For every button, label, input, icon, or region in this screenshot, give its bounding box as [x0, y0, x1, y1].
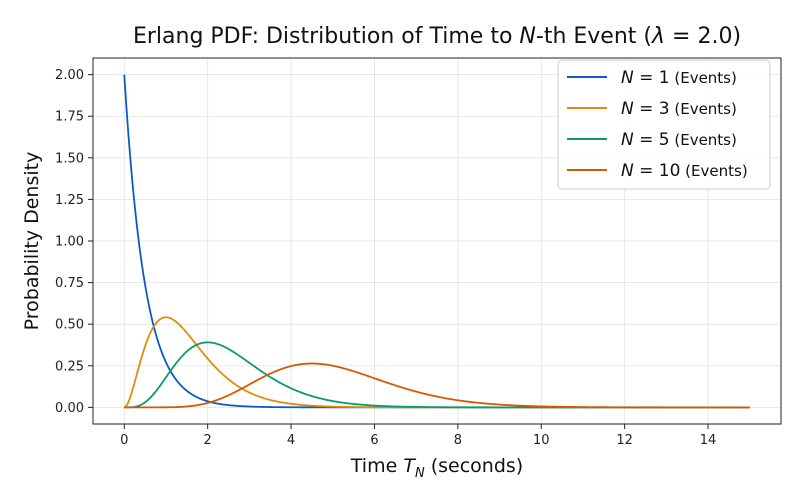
- legend-label-n5: N = 5 (Events): [621, 130, 737, 150]
- x-tick-label: 8: [454, 433, 462, 448]
- x-axis-ticks: 0 2 4 6 8 10 12 14: [120, 424, 716, 448]
- y-tick-label: 1.00: [55, 235, 84, 250]
- chart-title: Erlang PDF: Distribution of Time to N-th…: [133, 24, 741, 49]
- x-tick-label: 0: [120, 433, 128, 448]
- y-tick-label: 2.00: [55, 68, 84, 83]
- series-line-n3: [123, 316, 750, 409]
- x-tick-label: 12: [616, 433, 633, 448]
- y-axis-ticks: 0.00 0.25 0.50 0.75 1.00 1.25 1.50 1.75 2.00: [55, 68, 93, 416]
- y-tick-label: 0.25: [55, 359, 84, 374]
- plot-lines: [123, 74, 750, 409]
- x-tick-label: 10: [533, 433, 550, 448]
- x-tick-label: 4: [287, 433, 295, 448]
- y-tick-label: 0.50: [55, 318, 84, 333]
- x-tick-label: 14: [700, 433, 717, 448]
- y-tick-label: 1.75: [55, 110, 84, 125]
- y-tick-label: 0.75: [55, 276, 84, 291]
- x-axis-title: Time TN (seconds): [350, 455, 523, 481]
- y-tick-label: 1.50: [55, 151, 84, 166]
- y-axis-title: Probability Density: [21, 152, 43, 331]
- x-tick-label: 2: [204, 433, 212, 448]
- legend-label-n3: N = 3 (Events): [621, 99, 737, 119]
- series-line-n10: [124, 362, 750, 409]
- y-tick-label: 0.00: [55, 401, 84, 416]
- grid: [93, 58, 781, 424]
- legend-frame: [557, 59, 771, 190]
- legend: N = 1 (Events) N = 3 (Events) N = 5 (Event…: [557, 59, 771, 190]
- y-tick-label: 1.25: [55, 193, 84, 208]
- legend-label-n10: N = 10 (Events): [621, 161, 748, 181]
- legend-label-n1: N = 1 (Events): [621, 68, 737, 88]
- x-tick-label: 6: [370, 433, 378, 448]
- series-line-n5: [124, 341, 750, 409]
